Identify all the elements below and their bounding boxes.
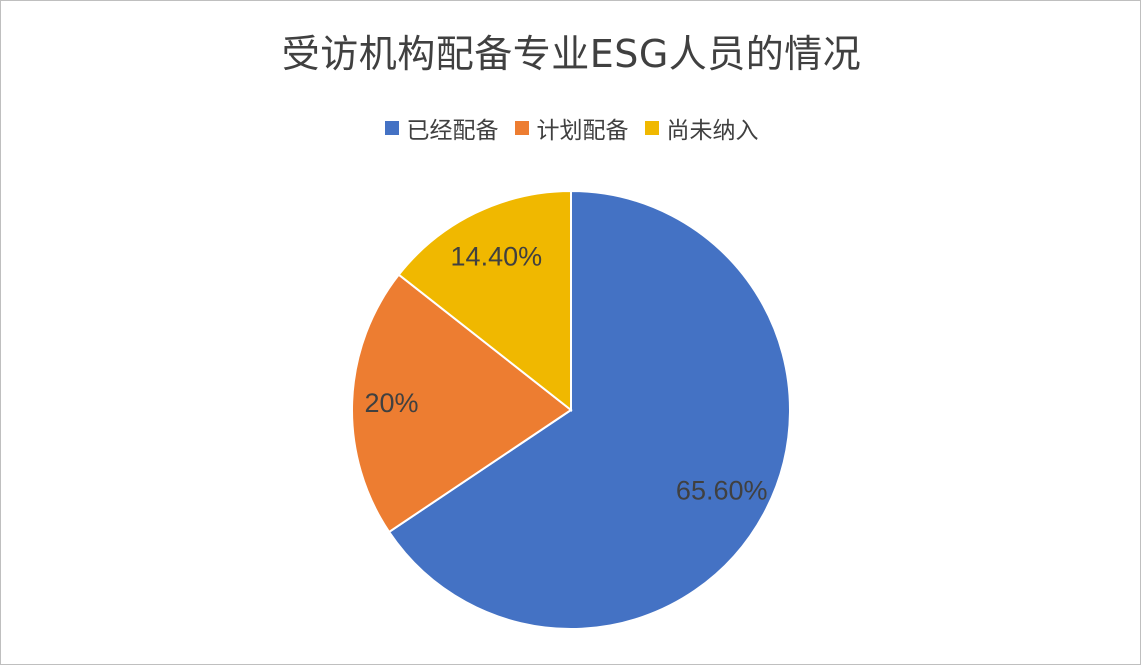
chart-legend: 已经配备 计划配备 尚未纳入	[1, 111, 1141, 145]
legend-swatch-not-included	[644, 121, 659, 135]
legend-swatch-planned	[514, 121, 529, 135]
legend-item-not-included: 尚未纳入	[644, 111, 759, 145]
pie-slice-deployed	[387, 189, 791, 630]
data-label-deployed: 65.60%	[676, 475, 768, 505]
data-label-not-included: 14.40%	[451, 241, 543, 271]
pie-slice-planned	[351, 273, 573, 534]
legend-label-not-included: 尚未纳入	[666, 118, 759, 144]
chart-title: 受访机构配备专业ESG人员的情况	[281, 32, 862, 76]
legend-label-planned: 计划配备	[536, 118, 629, 144]
pie-slice-not-included	[397, 189, 572, 413]
legend-item-planned: 计划配备	[514, 111, 629, 145]
pie-slices	[351, 189, 791, 630]
legend-item-deployed: 已经配备	[384, 111, 499, 145]
data-label-planned: 20%	[365, 388, 419, 418]
legend-label-deployed: 已经配备	[406, 118, 499, 144]
pie-data-labels: 65.60% 20% 14.40%	[365, 241, 768, 505]
legend-swatch-deployed	[384, 121, 399, 135]
